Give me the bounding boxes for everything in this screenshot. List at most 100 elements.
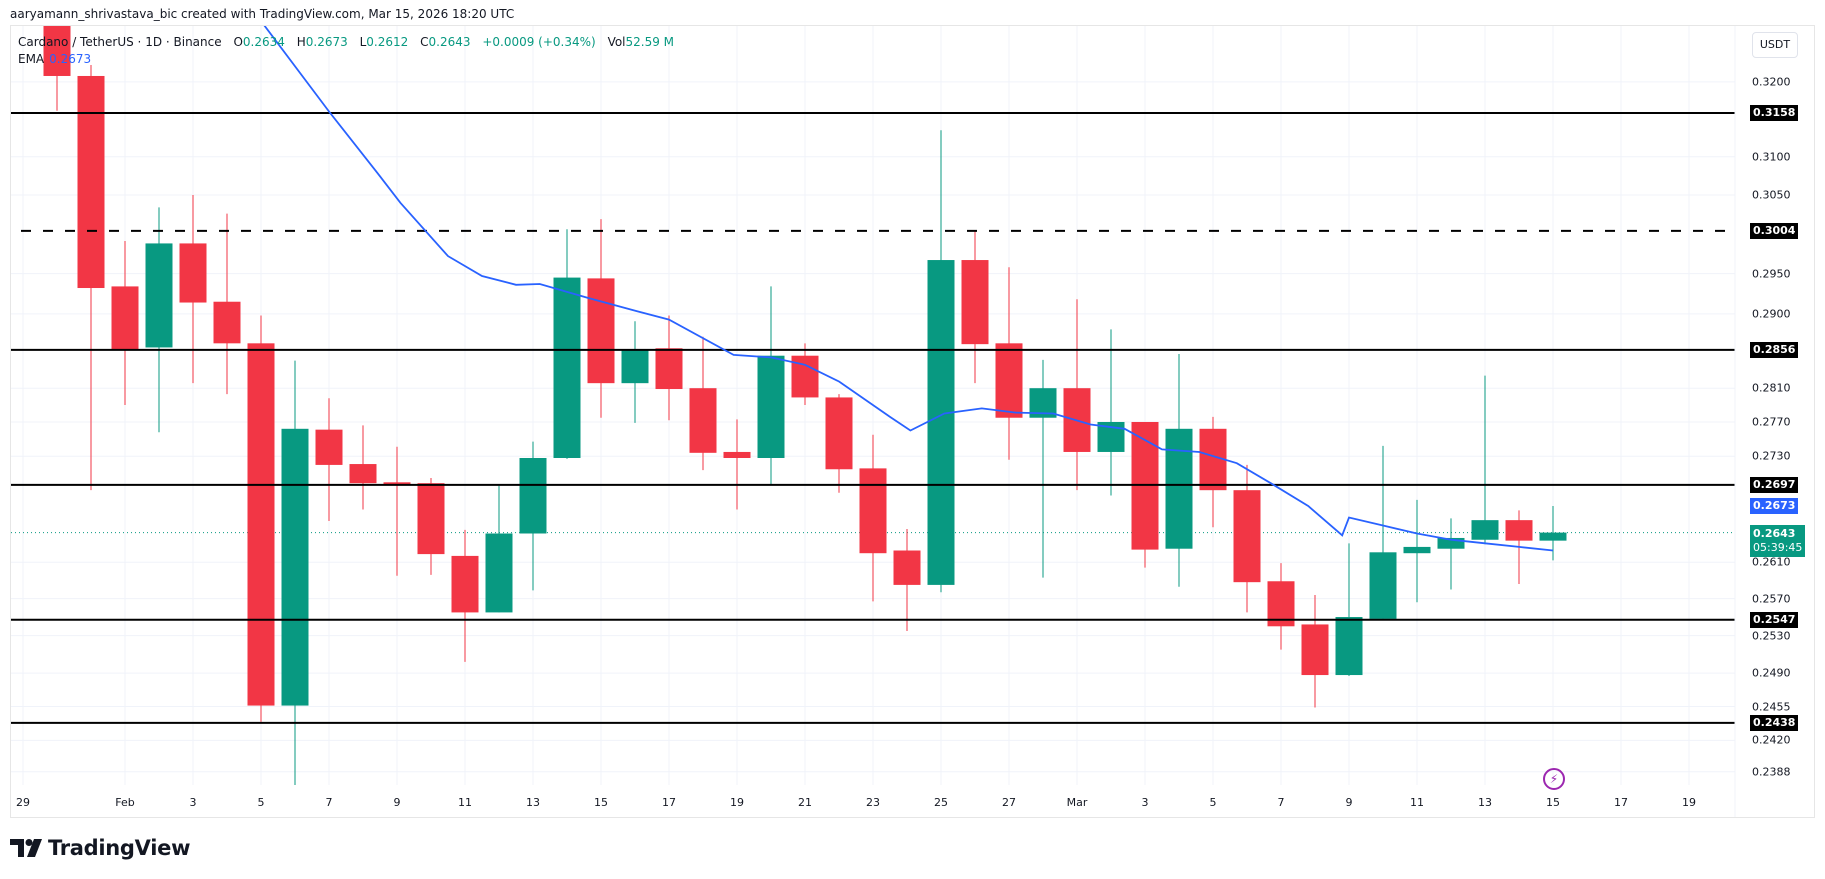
price-tick-label: 0.2490: [1752, 666, 1791, 680]
price-tick-label: 0.2950: [1752, 267, 1791, 281]
price-tick-label: 0.2810: [1752, 381, 1791, 395]
time-tick-label: 11: [1410, 796, 1424, 809]
time-tick-label: 7: [1277, 796, 1285, 809]
time-tick-label: 19: [1682, 796, 1696, 809]
time-tick-label: 3: [1141, 796, 1149, 809]
candle-down: [893, 550, 921, 585]
open-value: 0.2634: [242, 35, 285, 49]
level-price-tag: 0.2547: [1750, 611, 1799, 628]
last-price-value: 0.2643: [1753, 526, 1796, 540]
price-tick-label: 0.2770: [1752, 415, 1791, 429]
high-value: 0.2673: [305, 35, 348, 49]
candle-up: [1369, 552, 1397, 619]
low-value: 0.2612: [366, 35, 409, 49]
candle-down: [179, 243, 207, 303]
open-label: O: [233, 35, 243, 49]
ema-line: [263, 26, 1554, 552]
time-tick-label: 25: [934, 796, 948, 809]
candle-up: [553, 277, 581, 458]
candle-up: [927, 260, 955, 585]
candle-up: [621, 349, 649, 384]
price-tick-label: 0.3100: [1752, 150, 1791, 164]
time-tick-label: 5: [257, 796, 265, 809]
candle-down: [451, 555, 479, 613]
candle-down: [723, 451, 751, 458]
ema-label[interactable]: EMA: [18, 52, 45, 66]
tradingview-logo-text: TradingView: [48, 836, 191, 860]
level-price-tag: 0.2856: [1750, 341, 1799, 358]
time-tick-label: 9: [1345, 796, 1353, 809]
candle-down: [417, 483, 445, 555]
candle-up: [485, 533, 513, 613]
candle-up: [1335, 617, 1363, 676]
price-tick-label: 0.2610: [1752, 555, 1791, 569]
candle-down: [655, 348, 683, 390]
candle-up: [1165, 428, 1193, 549]
price-tick-label: 0.2455: [1752, 700, 1791, 714]
chart-credit: aaryamann_shrivastava_bic created with T…: [10, 7, 515, 21]
ema-price-tag: 0.2673: [1750, 498, 1799, 514]
candle-up: [1471, 520, 1499, 540]
price-tick-label: 0.2570: [1752, 592, 1791, 606]
tradingview-logo-icon: [10, 839, 42, 857]
candle-down: [1505, 520, 1533, 541]
change-value: +0.0009 (+0.34%): [482, 35, 596, 49]
close-value: 0.2643: [428, 35, 471, 49]
time-tick-label: 29: [16, 796, 30, 809]
candle-down: [859, 468, 887, 554]
candle-up: [757, 355, 785, 458]
candle-up: [1403, 546, 1431, 554]
high-label: H: [296, 35, 306, 49]
candle-up: [1539, 532, 1567, 541]
tradingview-logo[interactable]: TradingView: [10, 836, 190, 860]
time-tick-label: 7: [325, 796, 333, 809]
price-tick-label: 0.2530: [1752, 629, 1791, 643]
candle-down: [1301, 624, 1329, 676]
time-tick-label: 11: [458, 796, 472, 809]
candle-down: [43, 26, 71, 76]
candle-down: [961, 260, 989, 345]
candle-down: [315, 429, 343, 465]
time-tick-label: 3: [189, 796, 197, 809]
candle-down: [77, 75, 105, 289]
time-tick-label: 19: [730, 796, 744, 809]
level-price-tag: 0.3158: [1750, 105, 1799, 121]
symbol-title[interactable]: Cardano / TetherUS · 1D · Binance: [18, 35, 222, 49]
time-tick-label: 17: [662, 796, 676, 809]
price-tick-label: 0.2420: [1752, 733, 1791, 747]
candle-down: [383, 482, 411, 485]
candle-down: [995, 343, 1023, 418]
candle-up: [1437, 537, 1465, 549]
candle-down: [247, 343, 275, 706]
candle-down: [587, 278, 615, 384]
level-price-tag: 0.2697: [1750, 476, 1799, 493]
level-price-tag: 0.2438: [1750, 714, 1799, 731]
currency-button[interactable]: USDT: [1752, 32, 1798, 58]
chart-frame: [10, 25, 1815, 818]
candle-down: [1267, 581, 1295, 627]
time-tick-label: 23: [866, 796, 880, 809]
price-tick-label: 0.2730: [1752, 449, 1791, 463]
symbol-legend: Cardano / TetherUS · 1D · Binance O0.263…: [18, 34, 674, 68]
time-tick-label: 13: [1478, 796, 1492, 809]
time-tick-label: 15: [594, 796, 608, 809]
candle-up: [145, 243, 173, 348]
time-tick-label: 27: [1002, 796, 1016, 809]
candle-down: [349, 464, 377, 484]
candle-up: [281, 428, 309, 706]
candle-down: [111, 286, 139, 350]
candle-down: [689, 388, 717, 453]
time-tick-label: 9: [393, 796, 401, 809]
price-tick-label: 0.3050: [1752, 188, 1791, 202]
lightning-event-icon[interactable]: ⚡: [1543, 768, 1565, 790]
time-tick-label: 13: [526, 796, 540, 809]
candle-up: [519, 457, 547, 534]
price-tick-label: 0.2388: [1752, 765, 1791, 779]
time-tick-label: 5: [1209, 796, 1217, 809]
time-tick-label: Mar: [1066, 796, 1088, 809]
price-tick-label: 0.3200: [1752, 75, 1791, 89]
price-tick-label: 0.2900: [1752, 307, 1791, 321]
candle-down: [1233, 490, 1261, 583]
time-tick-label: 21: [798, 796, 812, 809]
